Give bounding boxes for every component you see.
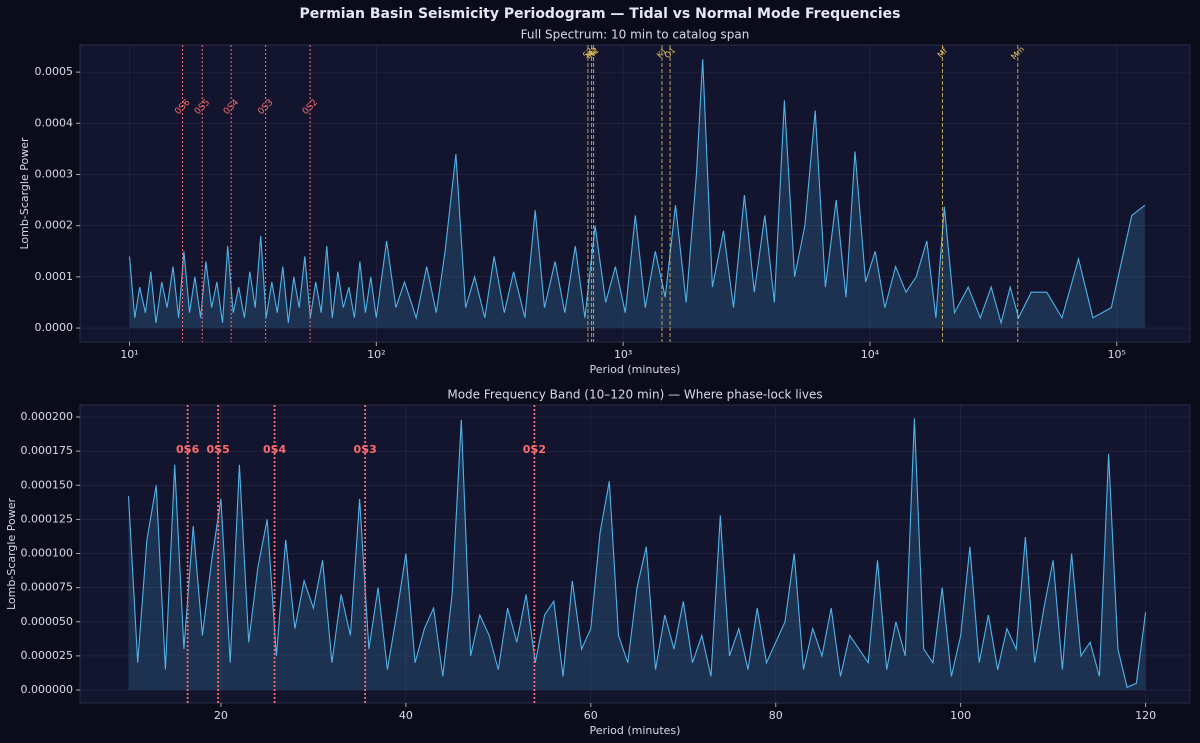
x-tick-label: 10¹: [120, 348, 138, 361]
y-tick-label: 0.0002: [35, 219, 74, 232]
x-tick-label: 10³: [614, 348, 632, 361]
x-tick-label: 100: [950, 709, 971, 722]
y-tick-label: 0.0005: [35, 65, 74, 78]
chart-title: Mode Frequency Band (10–120 min) — Where…: [447, 388, 822, 402]
area: [128, 418, 1146, 691]
plot-clip: [127, 418, 1147, 691]
y-tick-label: 0.000025: [21, 649, 74, 662]
y-tick-label: 0.000150: [21, 478, 74, 491]
figure-title: Permian Basin Seismicity Periodogram — T…: [300, 6, 901, 22]
mode-label: 0S6: [176, 443, 200, 456]
x-tick-label: 80: [769, 709, 783, 722]
line: [128, 59, 1146, 326]
y-tick-label: 0.0000: [35, 321, 74, 334]
y-tick-label: 0.000175: [21, 444, 74, 457]
chart-title: Full Spectrum: 10 min to catalog span: [521, 28, 750, 42]
x-tick-label: 10²: [367, 348, 385, 361]
y-tick-label: 0.000075: [21, 581, 74, 594]
x-axis-label: Period (minutes): [590, 724, 681, 737]
y-tick-label: 0.000125: [21, 512, 74, 525]
y-tick-label: 0.000200: [21, 410, 74, 423]
mode-label: 0S5: [207, 443, 230, 456]
mode-label: 0S2: [523, 443, 546, 456]
y-tick-label: 0.000100: [21, 547, 74, 560]
y-axis-label: Lomb-Scargle Power: [5, 498, 18, 610]
y-tick-label: 0.0001: [35, 270, 74, 283]
mode-label: 0S3: [354, 443, 377, 456]
y-tick-label: 0.000000: [21, 683, 74, 696]
line: [127, 418, 1147, 689]
y-tick-label: 0.0004: [35, 116, 74, 129]
x-tick-label: 120: [1135, 709, 1156, 722]
x-tick-label: 10⁴: [861, 348, 880, 361]
plot-area: [79, 404, 1191, 704]
mode-label: 0S4: [263, 443, 287, 456]
x-tick-label: 60: [584, 709, 598, 722]
x-tick-label: 10⁵: [1108, 348, 1126, 361]
x-tick-label: 40: [399, 709, 413, 722]
y-tick-label: 0.0003: [35, 167, 74, 180]
y-tick-label: 0.000050: [21, 615, 74, 628]
x-axis-label: Period (minutes): [590, 363, 681, 376]
x-tick-label: 20: [214, 709, 228, 722]
y-axis-label: Lomb-Scargle Power: [18, 137, 31, 249]
